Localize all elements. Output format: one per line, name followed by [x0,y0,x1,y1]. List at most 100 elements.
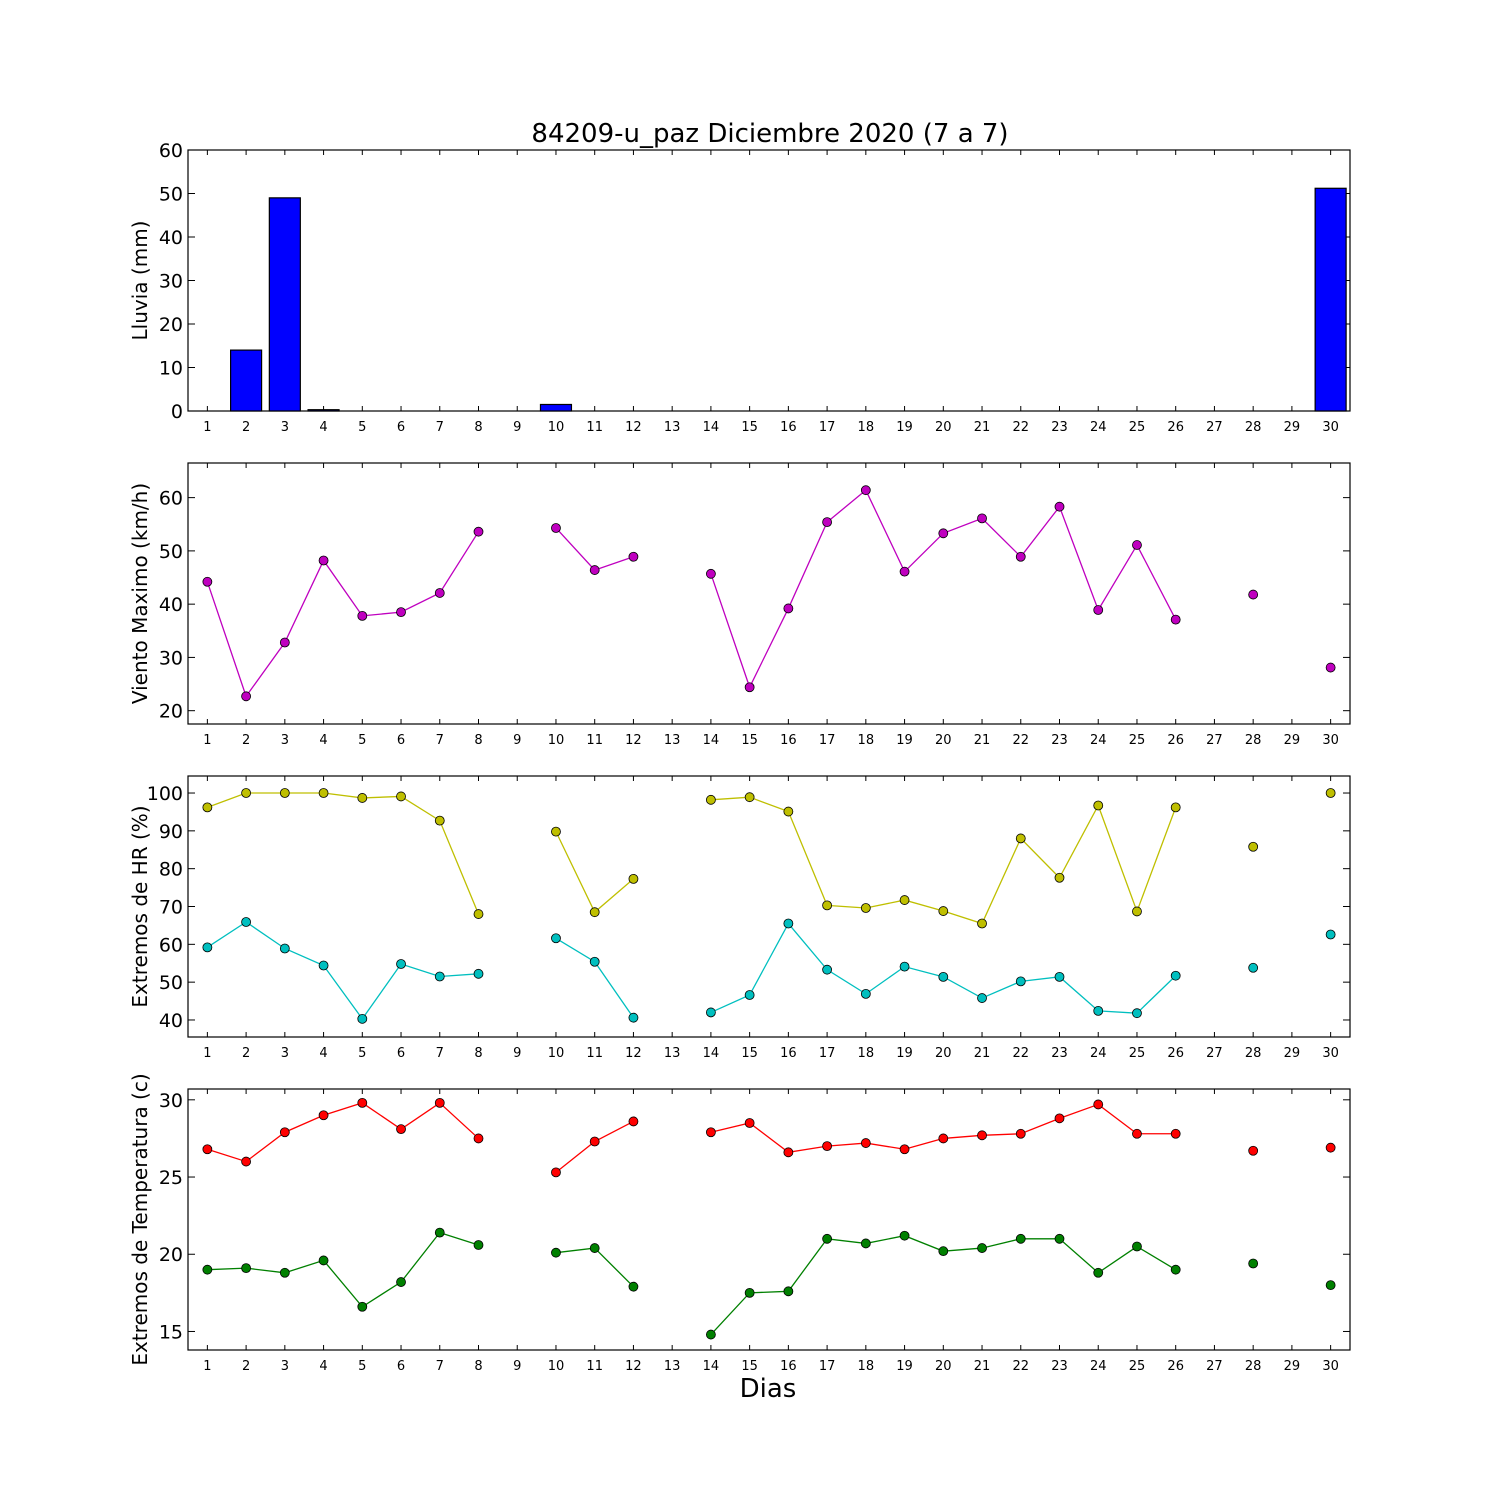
chart-title: 84209-u_paz Diciembre 2020 (7 a 7) [531,119,1008,149]
series-2-point-day-26 [1170,1264,1181,1275]
x-tick-label: 9 [513,420,521,435]
x-tick-label: 9 [513,1046,521,1061]
x-tick-label: 14 [703,1359,720,1374]
x-tick-label: 22 [1012,1046,1029,1061]
x-tick-label: 27 [1206,1046,1223,1061]
panel-4: 1 2 3 4 5 6 7 8 9 10 11 12 13 14 15 16 17 18 19 20 21 22 23 24 2… [128,1073,1351,1374]
series-2-point-day-14 [706,1329,716,1340]
series-1-point-day-26 [1170,802,1181,813]
series-2-point-day-3 [279,1267,290,1278]
x-tick-label: 3 [281,1046,289,1061]
y-tick-label: 30 [159,647,183,669]
y-tick-label: 15 [159,1321,183,1343]
series-1-line [206,531,480,698]
series-1-point-day-2 [241,788,252,798]
y-tick-label: 40 [159,1010,183,1032]
x-tick-label: 21 [974,733,991,748]
x-tick-label: 19 [896,733,913,748]
y-tick-label: 60 [159,934,183,956]
plot-frame [187,462,1351,725]
x-tick-label: 5 [358,733,366,748]
series-1-point-day-8 [473,526,484,537]
series-2-point-day-4 [318,1255,329,1266]
series-1-point-day-4 [318,555,329,566]
bar-day-3 [268,197,301,412]
x-tick-label: 20 [935,733,952,748]
series-1-point-day-1 [202,576,213,587]
series-2-point-day-28 [1248,962,1259,973]
panel-1: 1 2 3 4 5 6 7 8 9 10 11 12 13 14 15 16 17 18 19 20 21 22 23 24 2… [128,140,1351,435]
x-tick-label: 12 [625,420,642,435]
series-1-point-day-5 [357,610,368,621]
y-tick-label: 30 [159,271,183,293]
series-2-point-day-15 [744,1287,755,1298]
series-2-line [710,922,1177,1014]
y-axis-label: Extremos de HR (%) [128,805,152,1007]
series-1-point-day-7 [434,815,445,826]
series-1-point-day-10 [551,1167,561,1178]
x-tick-label: 18 [858,733,875,748]
series-1-point-day-17 [822,900,832,911]
series-1-point-day-26 [1170,614,1181,625]
series-1-point-day-19 [899,895,910,905]
x-tick-label: 26 [1167,1046,1184,1061]
x-tick-label: 15 [741,733,758,748]
x-tick-label: 15 [741,1359,758,1374]
series-1-point-day-14 [706,794,716,805]
x-tick-label: 27 [1206,733,1223,748]
series-1-point-day-23 [1054,1113,1065,1124]
x-tick-label: 26 [1167,1359,1184,1374]
series-1-point-day-20 [938,906,949,916]
x-tick-label: 4 [319,1359,327,1374]
series-1-point-day-18 [860,903,871,913]
series-1-point-day-7 [434,588,445,598]
series-2-point-day-1 [202,1264,213,1275]
chart-panels: 1 2 3 4 5 6 7 8 9 10 11 12 13 14 15 16 17 18 19 20 21 22 23 24 2… [128,140,1351,1374]
series-2-point-day-15 [744,990,755,1000]
series-1-point-day-30 [1325,788,1336,798]
series-1-point-day-19 [899,1144,910,1155]
x-tick-label: 2 [242,420,250,435]
x-tick-label: 12 [625,1359,642,1374]
x-tick-label: 13 [664,733,681,748]
series-2-point-day-23 [1054,1233,1065,1244]
x-tick-label: 3 [281,733,289,748]
x-tick-label: 14 [703,420,720,435]
x-tick-label: 29 [1284,1359,1301,1374]
y-tick-label: 40 [159,227,183,249]
series-1-point-day-24 [1093,605,1104,615]
series-1-point-day-30 [1325,1142,1336,1153]
series-2-point-day-11 [589,956,600,967]
x-tick-label: 12 [625,1046,642,1061]
series-1-point-day-5 [357,793,368,803]
x-tick-label: 23 [1051,1046,1068,1061]
x-tick-label: 24 [1090,420,1107,435]
series-1-line [710,1103,1176,1154]
series-1-point-day-8 [473,909,484,919]
x-tick-label: 20 [935,420,952,435]
series-1-line [555,1120,634,1173]
y-tick-label: 20 [159,701,183,723]
x-tick-label: 8 [474,1046,482,1061]
x-tick-label: 8 [474,420,482,435]
x-tick-label: 17 [819,420,836,435]
x-tick-label: 5 [358,420,366,435]
series-2-point-day-21 [977,993,987,1003]
series-1-point-day-6 [396,791,406,802]
series-1-point-day-12 [628,1116,639,1127]
x-tick-label: 24 [1090,1046,1107,1061]
series-2-point-day-16 [783,918,794,929]
x-tick-label: 26 [1167,420,1184,435]
series-1-point-day-11 [589,1136,600,1147]
x-tick-label: 15 [741,420,758,435]
series-2-point-day-20 [938,971,949,982]
x-tick-label: 2 [242,733,250,748]
series-1-point-day-10 [551,826,561,837]
series-2-point-day-19 [899,961,910,972]
series-1-point-day-15 [744,682,755,693]
x-tick-label: 19 [896,1046,913,1061]
x-tick-label: 22 [1012,1359,1029,1374]
series-2-point-day-16 [783,1286,794,1297]
series-2-point-day-20 [938,1246,949,1257]
